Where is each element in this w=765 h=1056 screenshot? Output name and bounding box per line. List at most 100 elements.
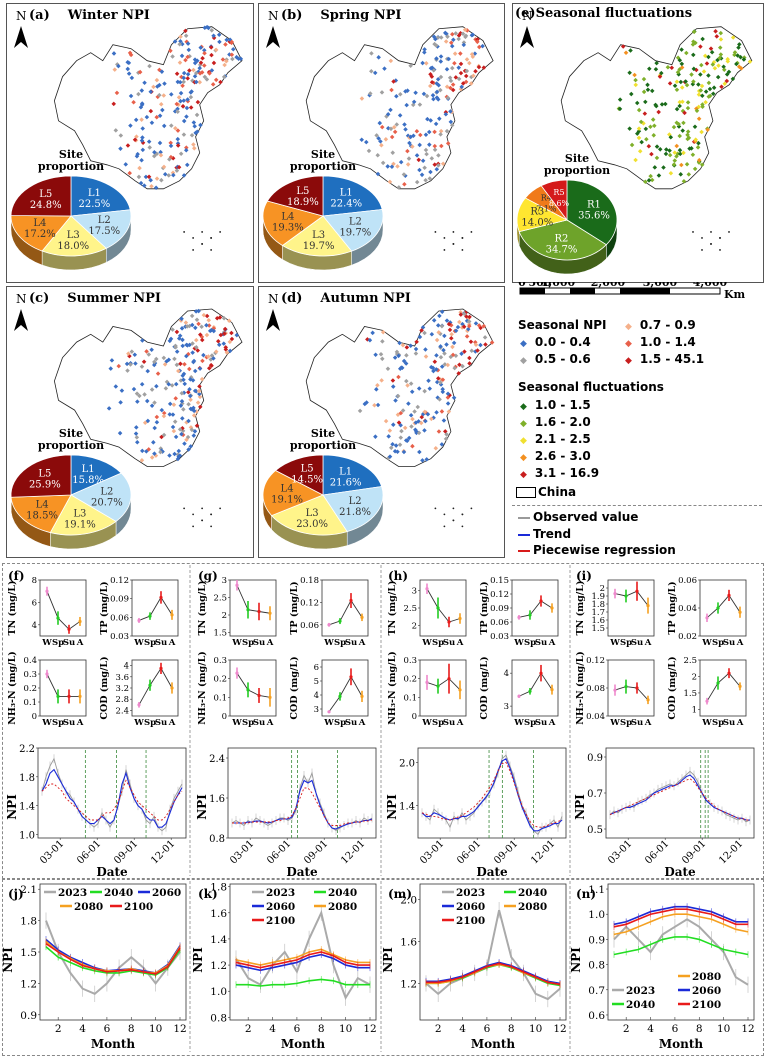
- site-point: [204, 322, 209, 328]
- site-point: [438, 128, 444, 134]
- y-tick-label: 3.2: [115, 684, 129, 694]
- island-mark: [210, 237, 213, 239]
- y-tick-label: 2.4: [115, 706, 129, 716]
- y-tick-label: 0.4: [23, 656, 37, 666]
- site-point: [181, 75, 187, 81]
- legend-label: 2100: [692, 999, 721, 1011]
- island-mark: [443, 237, 446, 239]
- site-point: [408, 412, 414, 418]
- season-point: [327, 710, 331, 714]
- y-tick-label: 0.09: [490, 604, 509, 614]
- site-point: [111, 51, 117, 56]
- y-axis-label: TP (mg/L): [667, 581, 678, 634]
- season-point: [458, 688, 462, 692]
- site-point: [677, 103, 682, 109]
- site-point: [216, 342, 222, 347]
- site-point: [230, 56, 235, 62]
- site-point: [427, 142, 432, 147]
- site-point: [166, 357, 172, 363]
- site-point: [213, 77, 219, 83]
- site-point: [177, 60, 183, 65]
- y-axis-label: TP (mg/L): [99, 581, 110, 634]
- island-mark: [470, 231, 473, 233]
- panel-letter: (e): [515, 6, 536, 21]
- y-tick-label: 0.04: [678, 604, 697, 614]
- y-tick-label: 1.5: [20, 947, 37, 959]
- x-tick-label: 10: [529, 1023, 542, 1035]
- site-point: [181, 79, 186, 85]
- pie-label: L1: [340, 188, 353, 199]
- y-tick-label: 8: [32, 576, 37, 586]
- site-point: [181, 118, 187, 124]
- site-point: [218, 79, 223, 85]
- pie-label: L4: [281, 211, 294, 222]
- site-point: [456, 76, 462, 82]
- site-point: [411, 99, 417, 105]
- legend-label: 2100: [456, 915, 485, 927]
- site-point: [137, 69, 143, 75]
- site-point: [717, 45, 723, 50]
- season-tick: A: [644, 718, 652, 728]
- pie-label: R2: [555, 234, 569, 245]
- island-mark: [210, 249, 213, 251]
- site-point: [456, 36, 461, 42]
- y-tick-label: 2.8: [115, 695, 129, 705]
- site-point: [456, 33, 462, 38]
- y-tick-label: 0.09: [110, 595, 129, 605]
- site-point: [439, 364, 445, 369]
- site-point: [182, 381, 187, 387]
- site-point: [131, 99, 136, 105]
- x-axis-label: Month: [281, 1037, 326, 1051]
- site-point: [222, 62, 227, 68]
- x-tick-label: 4: [459, 1023, 466, 1035]
- y-tick-label: 0.2: [23, 684, 37, 694]
- island-mark: [192, 525, 195, 528]
- season-tick: A: [266, 718, 274, 728]
- site-point: [447, 75, 453, 80]
- season-point: [327, 623, 331, 627]
- y-axis-label: TN (mg/L): [575, 581, 586, 636]
- season-point: [447, 620, 451, 624]
- site-point: [684, 50, 689, 56]
- season-point: [257, 693, 261, 698]
- site-point: [403, 127, 408, 132]
- site-point: [187, 393, 193, 399]
- site-point: [714, 34, 720, 39]
- site-point: [113, 128, 119, 133]
- site-point: [402, 122, 407, 127]
- island-mark: [183, 507, 186, 510]
- season-tick: Su: [443, 638, 455, 648]
- y-tick-label: 3.6: [115, 673, 129, 683]
- site-point: [402, 181, 407, 187]
- site-point: [663, 101, 668, 107]
- season-point: [425, 680, 429, 685]
- pie-value: 17.5%: [88, 226, 120, 237]
- x-tick-label: 4: [647, 1023, 654, 1035]
- y-axis-label: NPI: [569, 947, 583, 973]
- y-tick-label: 0.3: [23, 670, 37, 680]
- site-point: [401, 449, 407, 455]
- season-point: [517, 694, 521, 698]
- site-point: [443, 436, 449, 442]
- site-point: [402, 425, 408, 431]
- pie-label: L4: [36, 499, 49, 510]
- x-tick-label: 8: [128, 1023, 135, 1035]
- site-point: [170, 424, 176, 430]
- y-axis-label: NPI: [573, 794, 587, 820]
- map-panel-e: N R1 35.6% R2 34.7% R3 14.0% R4 7.1% R5 8.6% Site pr…: [512, 3, 764, 283]
- site-point: [189, 427, 195, 433]
- site-point: [175, 109, 180, 114]
- site-point: [394, 122, 400, 127]
- site-point: [391, 79, 396, 84]
- season-line: [518, 672, 553, 697]
- map-title: (a) Winter NPI: [29, 8, 150, 23]
- x-tick-label: 10: [339, 1023, 352, 1035]
- site-point: [166, 382, 172, 387]
- legend-label: 2023: [456, 887, 485, 899]
- site-point: [148, 89, 153, 95]
- site-point: [385, 111, 391, 117]
- pie-label: R5: [553, 188, 564, 197]
- pie-label: L3: [312, 230, 325, 241]
- y-axis-label: TN (mg/L): [7, 581, 18, 636]
